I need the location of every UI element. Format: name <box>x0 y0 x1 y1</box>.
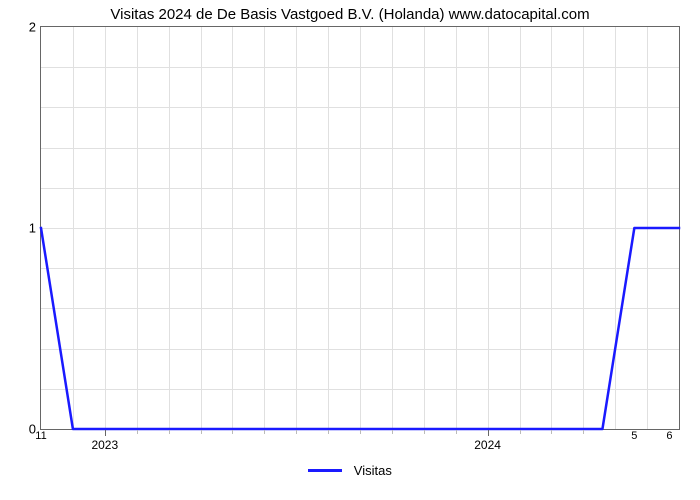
xtick-major <box>488 430 489 436</box>
ytick-label: 2 <box>29 20 36 35</box>
xtick-minor <box>360 430 361 434</box>
xtick-minor <box>264 430 265 434</box>
xtick-minor <box>392 430 393 434</box>
xtick-label: 2023 <box>91 438 118 452</box>
xtick-minor <box>520 430 521 434</box>
data-line <box>41 27 679 429</box>
legend: Visitas <box>0 462 700 478</box>
xtick-minor <box>296 430 297 434</box>
xtick-minor <box>424 430 425 434</box>
xtick-minor <box>201 430 202 434</box>
plot-area <box>40 26 680 430</box>
xtick-minor <box>137 430 138 434</box>
xtick-minor <box>551 430 552 434</box>
legend-swatch <box>308 469 342 472</box>
xtick-label: 11 <box>35 430 46 442</box>
xtick-label: 2024 <box>474 438 501 452</box>
xtick-minor <box>232 430 233 434</box>
legend-label: Visitas <box>354 463 392 478</box>
xtick-label: 6 <box>666 430 672 442</box>
chart-container: Visitas 2024 de De Basis Vastgoed B.V. (… <box>0 0 700 500</box>
xtick-major <box>105 430 106 436</box>
chart-title: Visitas 2024 de De Basis Vastgoed B.V. (… <box>0 6 700 23</box>
ytick-label: 1 <box>29 221 36 236</box>
xtick-minor <box>328 430 329 434</box>
xtick-label: 5 <box>631 430 637 442</box>
xtick-minor <box>583 430 584 434</box>
xtick-minor <box>456 430 457 434</box>
xtick-minor <box>169 430 170 434</box>
